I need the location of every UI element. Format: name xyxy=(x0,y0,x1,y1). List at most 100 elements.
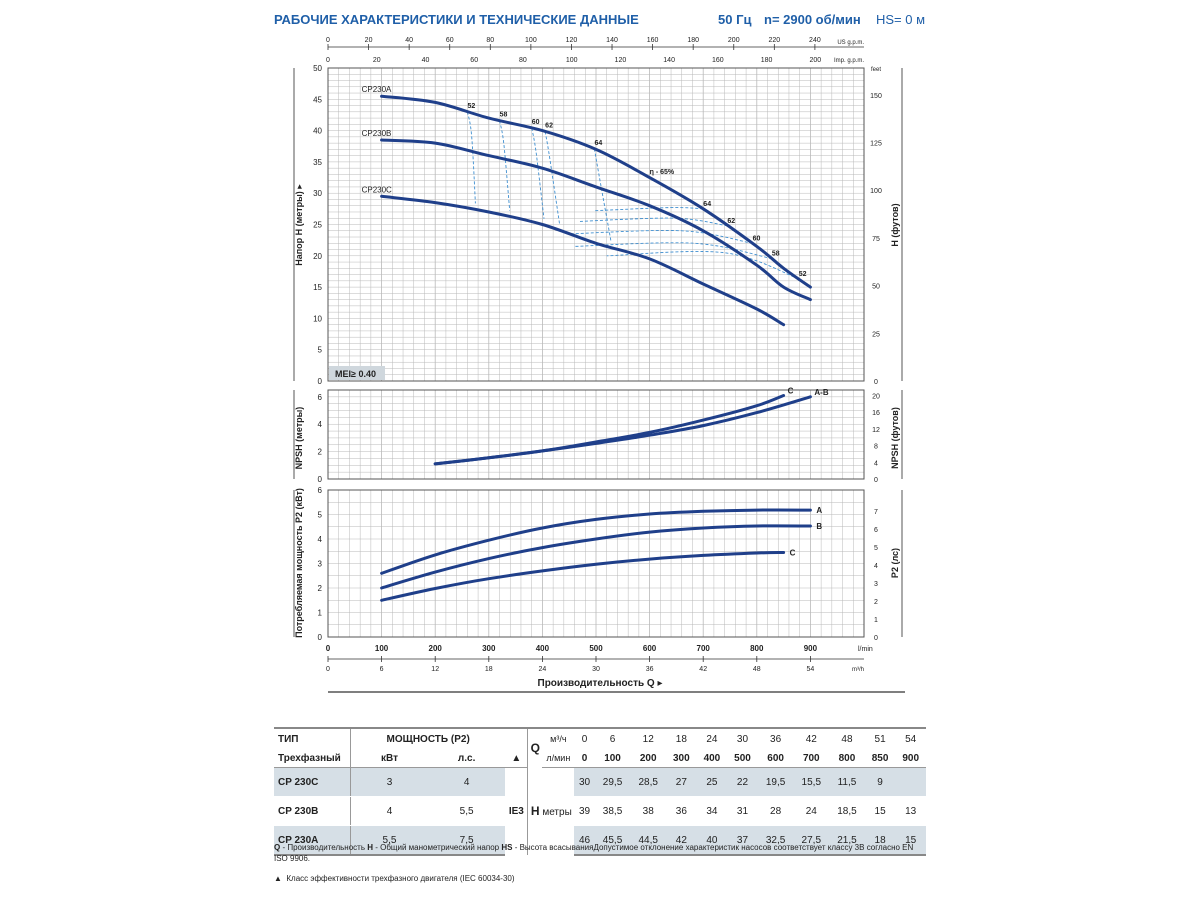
usgpm-tick-label: 200 xyxy=(728,37,740,44)
usgpm-tick-label: 40 xyxy=(405,37,413,44)
q-unit-lmin: л/мин xyxy=(542,749,575,768)
head-tick-label: 45 xyxy=(313,95,322,104)
lmin-tick-label: 200 xyxy=(429,644,443,653)
npsh-feet-tick-label: 20 xyxy=(872,394,880,401)
head-feet-unit: feet xyxy=(871,67,881,73)
h-value-cell: 38,5 xyxy=(594,796,631,826)
head-feet-tick-label: 0 xyxy=(874,379,878,386)
hp-cell: 7,5 xyxy=(427,825,506,856)
efficiency-iso-left xyxy=(544,131,561,225)
usgpm-tick-label: 0 xyxy=(326,37,330,44)
npsh-y2label: NPSH (футов) xyxy=(890,407,900,469)
head-curve-CP230B xyxy=(380,138,812,302)
m3h-tick-label: 36 xyxy=(646,666,654,673)
impgpm-tick-label: 200 xyxy=(809,57,821,64)
efficiency-label-right: 64 xyxy=(703,201,711,208)
h-value-cell: 28,5 xyxy=(630,767,667,797)
power-tick-label: 1 xyxy=(318,609,323,618)
power-tick-label: 5 xyxy=(318,511,323,520)
plot-frame xyxy=(327,389,865,480)
h-value-cell xyxy=(895,767,926,797)
power-tick-label: 6 xyxy=(318,486,323,495)
q-lmin-cell: 0 xyxy=(574,749,595,768)
impgpm-tick-label: 60 xyxy=(470,57,478,64)
q-lmin-cell: 400 xyxy=(696,749,728,768)
q-lmin-cell: 850 xyxy=(864,749,896,768)
ie-class-cell: IE3 xyxy=(505,767,528,856)
head-tick-label: 30 xyxy=(313,189,322,198)
type-cell: CP 230B xyxy=(274,796,351,826)
usgpm-tick-label: 240 xyxy=(809,37,821,44)
footnote-ie-class: ▲ Класс эффективности трехфазного двигат… xyxy=(274,874,515,883)
table-row: CP 230C 3 4 IE3 H метры 30 29,5 28,5 27 25 22 19,5 1… xyxy=(274,767,926,856)
lmin-unit: l/min xyxy=(858,646,873,653)
lmin-tick-label: 500 xyxy=(589,644,603,653)
q-lmin-cell: 200 xyxy=(630,749,667,768)
efficiency-iso-left xyxy=(466,111,476,204)
h-value-cell: 29,5 xyxy=(594,767,631,797)
lmin-tick-label: 800 xyxy=(750,644,764,653)
h-value-cell: 39 xyxy=(574,796,595,826)
q-m3h-cell: 0 xyxy=(574,727,595,749)
m3h-unit: m³/h xyxy=(852,667,864,673)
impgpm-tick-label: 40 xyxy=(422,57,430,64)
head-curve-label-CP230C: CP230C xyxy=(362,185,392,194)
h-value-cell: 27,5 xyxy=(793,825,830,856)
h-value-cell: 28 xyxy=(757,796,794,826)
impgpm-tick-label: 100 xyxy=(566,57,578,64)
h-value-cell: 42 xyxy=(666,825,697,856)
efficiency-iso-left xyxy=(593,148,612,242)
head-curve-CP230A xyxy=(380,94,812,289)
h-value-cell: 15 xyxy=(864,796,896,826)
usgpm-tick-label: 80 xyxy=(486,37,494,44)
h-value-cell: 38 xyxy=(630,796,667,826)
power-hp-tick-label: 4 xyxy=(874,563,878,570)
efficiency-iso-left xyxy=(499,120,511,211)
h-value-cell: 24 xyxy=(793,796,830,826)
mei-badge: MEI≥ 0.40 xyxy=(335,369,376,379)
npsh-curve-C xyxy=(433,394,786,466)
power-tick-label: 4 xyxy=(318,535,323,544)
power-hp-tick-label: 5 xyxy=(874,545,878,552)
head-feet-tick-label: 75 xyxy=(872,236,880,243)
power-curve-B xyxy=(380,524,812,590)
q-m3h-cell: 54 xyxy=(895,727,926,749)
head-tick-label: 20 xyxy=(313,252,322,261)
q-lmin-cell: 300 xyxy=(666,749,697,768)
h-value-cell: 34 xyxy=(696,796,728,826)
h-value-cell: 9 xyxy=(864,767,896,797)
npsh-feet-tick-label: 8 xyxy=(874,444,878,451)
h-value-cell: 15,5 xyxy=(793,767,830,797)
efficiency-label-left: 58 xyxy=(500,112,508,119)
head-feet-tick-label: 50 xyxy=(872,284,880,291)
lmin-tick-label: 900 xyxy=(804,644,818,653)
efficiency-label-left: 62 xyxy=(545,123,553,130)
power-hp-tick-label: 1 xyxy=(874,617,878,624)
usgpm-tick-label: 60 xyxy=(446,37,454,44)
q-m3h-cell: 12 xyxy=(630,727,667,749)
h-value-cell: 44,5 xyxy=(630,825,667,856)
h-value-cell: 15 xyxy=(895,825,926,856)
speed: n= 2900 об/мин xyxy=(764,12,861,27)
efficiency-peak-label: η - 65% xyxy=(650,169,675,176)
power-curve-label-A: A xyxy=(816,506,822,515)
power-hp-tick-label: 2 xyxy=(874,599,878,606)
efficiency-iso-right xyxy=(569,229,753,244)
h-value-cell: 32,5 xyxy=(757,825,794,856)
power-hp-tick-label: 6 xyxy=(874,527,878,534)
kw-cell: 5,5 xyxy=(349,825,428,856)
npsh-ylabel: NPSH (метры) xyxy=(294,407,304,470)
m3h-tick-label: 48 xyxy=(753,666,761,673)
head-curve-label-CP230A: CP230A xyxy=(362,85,392,94)
usgpm-unit: US g.p.m. xyxy=(837,40,864,46)
h-value-cell: 40 xyxy=(696,825,728,856)
efficiency-iso-left xyxy=(531,128,545,219)
m3h-tick-label: 0 xyxy=(326,666,330,673)
q-lmin-cell: 700 xyxy=(793,749,830,768)
npsh-feet-tick-label: 16 xyxy=(872,410,880,417)
h-value-cell: 19,5 xyxy=(757,767,794,797)
h-value-cell: 25 xyxy=(696,767,728,797)
xlabel: Производительность Q ▸ xyxy=(538,678,663,689)
h-value-cell: 13 xyxy=(895,796,926,826)
h-value-cell: 46 xyxy=(574,825,595,856)
